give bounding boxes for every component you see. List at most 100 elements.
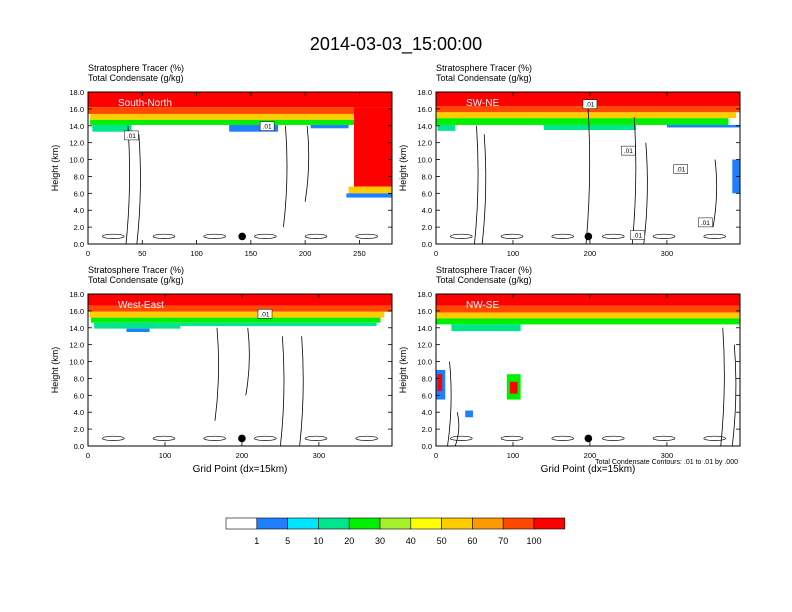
y-tick-label: 10.0 <box>417 156 432 165</box>
tracer-fill-band <box>436 305 740 313</box>
x-tick-label: 0 <box>434 249 438 258</box>
y-tick-label: 8.0 <box>74 374 84 383</box>
tracer-fill-band <box>436 294 740 306</box>
panel-label: NW-SE <box>466 300 499 311</box>
panel-sw-ne: Stratosphere Tracer (%)Total Condensate … <box>398 63 741 258</box>
condensate-contour <box>652 435 676 441</box>
condensate-contour <box>703 435 726 441</box>
tracer-fill-band <box>436 92 740 107</box>
condensate-contour <box>720 327 725 447</box>
x-tick-label: 100 <box>190 249 203 258</box>
contour-label: .01 <box>633 233 642 240</box>
y-axis-label: Height (km) <box>50 347 60 394</box>
condensate-contour <box>280 336 285 447</box>
panel-header-condensate: Total Condensate (g/kg) <box>88 275 184 285</box>
y-tick-label: 12.0 <box>417 341 432 350</box>
colorbar: 1 5 10 20 30 40 50 60 70 100 <box>225 517 566 546</box>
condensate-contour <box>703 233 726 239</box>
colorbar-label: 1 <box>254 536 259 546</box>
panel-label: West-East <box>118 300 164 311</box>
x-tick-label: 150 <box>245 249 258 258</box>
x-tick-label: 200 <box>299 249 312 258</box>
panel-header-tracer: Stratosphere Tracer (%) <box>88 265 184 275</box>
y-tick-label: 18.0 <box>417 88 432 97</box>
y-tick-label: 2.0 <box>74 425 84 434</box>
y-tick-label: 14.0 <box>417 122 432 131</box>
tracer-fill-band <box>88 107 392 114</box>
y-tick-label: 6.0 <box>422 189 432 198</box>
tracer-fill-band <box>89 311 385 318</box>
location-marker <box>584 434 593 443</box>
panel-south-north: Stratosphere Tracer (%)Total Condensate … <box>50 63 393 258</box>
y-tick-label: 0.0 <box>422 442 432 451</box>
panel-nw-se: Stratosphere Tracer (%)Total Condensate … <box>398 265 741 475</box>
tracer-fill-band <box>90 113 360 120</box>
tracer-fill-band <box>88 305 392 312</box>
y-tick-label: 6.0 <box>74 391 84 400</box>
x-tick-label: 100 <box>507 249 520 258</box>
condensate-contour <box>551 435 574 441</box>
y-tick-label: 10.0 <box>69 358 84 367</box>
condensate-contour <box>585 108 591 245</box>
x-axis-label: Grid Point (dx=15km) <box>193 464 288 475</box>
x-tick-label: 0 <box>434 451 438 460</box>
condensate-contour <box>631 117 637 245</box>
tracer-fill-band <box>88 92 392 108</box>
panel-header-condensate: Total Condensate (g/kg) <box>436 275 532 285</box>
tracer-fill-band <box>509 381 518 394</box>
y-tick-label: 8.0 <box>74 172 84 181</box>
contour-label-box <box>582 99 598 109</box>
condensate-contour <box>450 233 473 239</box>
x-tick-label: 100 <box>159 451 172 460</box>
condensate-contour <box>355 233 378 239</box>
condensate-contour <box>652 233 676 239</box>
x-tick-label: 0 <box>86 249 90 258</box>
condensate-contour <box>102 435 125 441</box>
y-tick-label: 12.0 <box>69 341 84 350</box>
condensate-contour <box>203 435 226 441</box>
y-tick-label: 16.0 <box>417 105 432 114</box>
colorbar-swatch <box>348 517 381 530</box>
y-tick-label: 2.0 <box>422 425 432 434</box>
condensate-contour <box>712 159 718 228</box>
panel-header-condensate: Total Condensate (g/kg) <box>88 73 184 83</box>
x-tick-label: 300 <box>661 451 674 460</box>
plot-frame <box>435 91 741 245</box>
panel-west-east: Stratosphere Tracer (%)Total Condensate … <box>50 265 393 475</box>
contour-label-box <box>124 130 139 141</box>
y-tick-label: 16.0 <box>417 307 432 316</box>
tracer-fill-band <box>354 107 392 187</box>
condensate-contour <box>454 412 460 447</box>
condensate-contour <box>136 134 141 245</box>
x-tick-label: 200 <box>584 249 597 258</box>
colorbar-swatch <box>410 517 442 530</box>
y-tick-label: 4.0 <box>422 408 432 417</box>
tracer-fill-band <box>94 322 181 329</box>
x-tick-label: 250 <box>353 249 366 258</box>
contour-label-box <box>259 121 275 131</box>
tracer-fill-band <box>437 374 443 392</box>
y-tick-label: 14.0 <box>417 324 432 333</box>
contour-label: .01 <box>701 220 710 227</box>
tracer-fill-band <box>310 124 349 129</box>
contour-label: .01 <box>676 167 685 174</box>
y-tick-label: 0.0 <box>74 240 84 249</box>
tracer-fill-band <box>91 317 381 323</box>
colorbar-label: 50 <box>437 536 447 546</box>
location-marker <box>238 434 246 443</box>
colorbar-label: 60 <box>467 536 477 546</box>
contour-label: .01 <box>624 148 633 155</box>
y-tick-label: 16.0 <box>69 105 84 114</box>
contour-footnote: Total Condensate Contours: .01 to .01 by… <box>595 459 738 466</box>
tracer-fill-band <box>229 124 278 132</box>
tracer-fill-band <box>436 318 740 325</box>
colorbar-label: 100 <box>526 536 541 546</box>
condensate-contour <box>254 435 277 441</box>
colorbar-swatch <box>379 517 412 530</box>
y-tick-label: 12.0 <box>417 139 432 148</box>
x-tick-label: 300 <box>313 451 326 460</box>
condensate-contour <box>474 125 479 245</box>
contour-label-box <box>630 230 645 240</box>
x-tick-label: 200 <box>584 451 597 460</box>
